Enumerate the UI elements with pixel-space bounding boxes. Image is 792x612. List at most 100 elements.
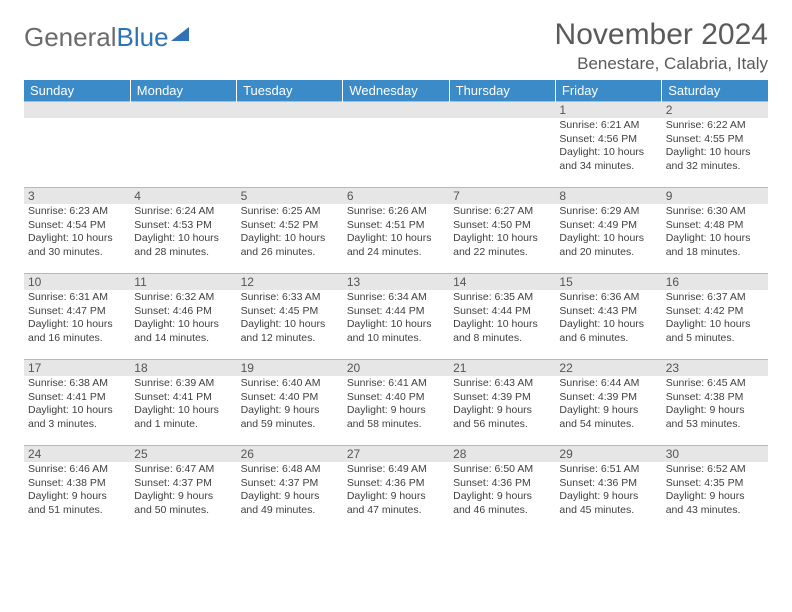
day-data: Sunrise: 6:22 AMSunset: 4:55 PMDaylight:… bbox=[662, 118, 768, 176]
day-number: 6 bbox=[343, 188, 449, 204]
calendar-cell: 30Sunrise: 6:52 AMSunset: 4:35 PMDayligh… bbox=[662, 446, 768, 532]
day-data: Sunrise: 6:36 AMSunset: 4:43 PMDaylight:… bbox=[555, 290, 661, 348]
day-number: 10 bbox=[24, 274, 130, 290]
day-number: 14 bbox=[449, 274, 555, 290]
calendar-cell: 23Sunrise: 6:45 AMSunset: 4:38 PMDayligh… bbox=[662, 360, 768, 446]
day-data bbox=[24, 118, 130, 121]
day-data: Sunrise: 6:46 AMSunset: 4:38 PMDaylight:… bbox=[24, 462, 130, 520]
day-data: Sunrise: 6:48 AMSunset: 4:37 PMDaylight:… bbox=[237, 462, 343, 520]
day-number: 22 bbox=[555, 360, 661, 376]
day-number: 20 bbox=[343, 360, 449, 376]
day-data: Sunrise: 6:29 AMSunset: 4:49 PMDaylight:… bbox=[555, 204, 661, 262]
day-number bbox=[449, 102, 555, 118]
calendar-body: 1Sunrise: 6:21 AMSunset: 4:56 PMDaylight… bbox=[24, 102, 768, 532]
day-number bbox=[343, 102, 449, 118]
day-number: 15 bbox=[555, 274, 661, 290]
weekday-header: Sunday bbox=[24, 80, 130, 102]
day-data: Sunrise: 6:33 AMSunset: 4:45 PMDaylight:… bbox=[237, 290, 343, 348]
day-number: 17 bbox=[24, 360, 130, 376]
location-text: Benestare, Calabria, Italy bbox=[555, 54, 768, 74]
day-number: 11 bbox=[130, 274, 236, 290]
calendar-cell: 3Sunrise: 6:23 AMSunset: 4:54 PMDaylight… bbox=[24, 188, 130, 274]
calendar-cell bbox=[24, 102, 130, 188]
day-number: 29 bbox=[555, 446, 661, 462]
weekday-header: Monday bbox=[130, 80, 236, 102]
day-data: Sunrise: 6:43 AMSunset: 4:39 PMDaylight:… bbox=[449, 376, 555, 434]
calendar-cell: 10Sunrise: 6:31 AMSunset: 4:47 PMDayligh… bbox=[24, 274, 130, 360]
day-data bbox=[130, 118, 236, 121]
day-data: Sunrise: 6:27 AMSunset: 4:50 PMDaylight:… bbox=[449, 204, 555, 262]
calendar-cell: 28Sunrise: 6:50 AMSunset: 4:36 PMDayligh… bbox=[449, 446, 555, 532]
day-data: Sunrise: 6:25 AMSunset: 4:52 PMDaylight:… bbox=[237, 204, 343, 262]
calendar-cell: 20Sunrise: 6:41 AMSunset: 4:40 PMDayligh… bbox=[343, 360, 449, 446]
calendar-cell: 8Sunrise: 6:29 AMSunset: 4:49 PMDaylight… bbox=[555, 188, 661, 274]
day-number: 23 bbox=[662, 360, 768, 376]
brand-part2: Blue bbox=[117, 22, 169, 53]
calendar-cell: 12Sunrise: 6:33 AMSunset: 4:45 PMDayligh… bbox=[237, 274, 343, 360]
calendar-row: 24Sunrise: 6:46 AMSunset: 4:38 PMDayligh… bbox=[24, 446, 768, 532]
day-number bbox=[24, 102, 130, 118]
day-number: 21 bbox=[449, 360, 555, 376]
day-number: 7 bbox=[449, 188, 555, 204]
day-data: Sunrise: 6:31 AMSunset: 4:47 PMDaylight:… bbox=[24, 290, 130, 348]
calendar-cell: 17Sunrise: 6:38 AMSunset: 4:41 PMDayligh… bbox=[24, 360, 130, 446]
calendar-cell: 26Sunrise: 6:48 AMSunset: 4:37 PMDayligh… bbox=[237, 446, 343, 532]
day-data: Sunrise: 6:32 AMSunset: 4:46 PMDaylight:… bbox=[130, 290, 236, 348]
day-number: 25 bbox=[130, 446, 236, 462]
calendar-cell: 19Sunrise: 6:40 AMSunset: 4:40 PMDayligh… bbox=[237, 360, 343, 446]
day-number: 27 bbox=[343, 446, 449, 462]
day-number: 1 bbox=[555, 102, 661, 118]
day-data: Sunrise: 6:51 AMSunset: 4:36 PMDaylight:… bbox=[555, 462, 661, 520]
day-number: 5 bbox=[237, 188, 343, 204]
day-data bbox=[343, 118, 449, 121]
calendar-cell: 18Sunrise: 6:39 AMSunset: 4:41 PMDayligh… bbox=[130, 360, 236, 446]
calendar-cell: 14Sunrise: 6:35 AMSunset: 4:44 PMDayligh… bbox=[449, 274, 555, 360]
day-number: 9 bbox=[662, 188, 768, 204]
day-number: 28 bbox=[449, 446, 555, 462]
day-data: Sunrise: 6:26 AMSunset: 4:51 PMDaylight:… bbox=[343, 204, 449, 262]
day-number: 8 bbox=[555, 188, 661, 204]
day-data: Sunrise: 6:37 AMSunset: 4:42 PMDaylight:… bbox=[662, 290, 768, 348]
calendar-cell: 22Sunrise: 6:44 AMSunset: 4:39 PMDayligh… bbox=[555, 360, 661, 446]
day-data: Sunrise: 6:50 AMSunset: 4:36 PMDaylight:… bbox=[449, 462, 555, 520]
day-number: 12 bbox=[237, 274, 343, 290]
day-number: 19 bbox=[237, 360, 343, 376]
calendar-cell: 6Sunrise: 6:26 AMSunset: 4:51 PMDaylight… bbox=[343, 188, 449, 274]
brand-logo: GeneralBlue bbox=[24, 18, 189, 53]
calendar-cell: 5Sunrise: 6:25 AMSunset: 4:52 PMDaylight… bbox=[237, 188, 343, 274]
day-data: Sunrise: 6:45 AMSunset: 4:38 PMDaylight:… bbox=[662, 376, 768, 434]
calendar-cell: 2Sunrise: 6:22 AMSunset: 4:55 PMDaylight… bbox=[662, 102, 768, 188]
day-data: Sunrise: 6:34 AMSunset: 4:44 PMDaylight:… bbox=[343, 290, 449, 348]
day-data: Sunrise: 6:23 AMSunset: 4:54 PMDaylight:… bbox=[24, 204, 130, 262]
calendar-cell: 27Sunrise: 6:49 AMSunset: 4:36 PMDayligh… bbox=[343, 446, 449, 532]
day-number: 18 bbox=[130, 360, 236, 376]
calendar-table: SundayMondayTuesdayWednesdayThursdayFrid… bbox=[24, 80, 768, 532]
calendar-cell: 1Sunrise: 6:21 AMSunset: 4:56 PMDaylight… bbox=[555, 102, 661, 188]
weekday-header: Friday bbox=[555, 80, 661, 102]
month-title: November 2024 bbox=[555, 18, 768, 52]
calendar-cell: 4Sunrise: 6:24 AMSunset: 4:53 PMDaylight… bbox=[130, 188, 236, 274]
day-number: 13 bbox=[343, 274, 449, 290]
calendar-cell: 16Sunrise: 6:37 AMSunset: 4:42 PMDayligh… bbox=[662, 274, 768, 360]
day-number: 24 bbox=[24, 446, 130, 462]
day-number bbox=[237, 102, 343, 118]
day-data: Sunrise: 6:44 AMSunset: 4:39 PMDaylight:… bbox=[555, 376, 661, 434]
day-data: Sunrise: 6:52 AMSunset: 4:35 PMDaylight:… bbox=[662, 462, 768, 520]
day-number: 26 bbox=[237, 446, 343, 462]
calendar-cell: 21Sunrise: 6:43 AMSunset: 4:39 PMDayligh… bbox=[449, 360, 555, 446]
day-number: 30 bbox=[662, 446, 768, 462]
day-number bbox=[130, 102, 236, 118]
weekday-header: Thursday bbox=[449, 80, 555, 102]
day-data bbox=[237, 118, 343, 121]
calendar-cell: 13Sunrise: 6:34 AMSunset: 4:44 PMDayligh… bbox=[343, 274, 449, 360]
calendar-cell bbox=[449, 102, 555, 188]
calendar-cell bbox=[237, 102, 343, 188]
day-number: 3 bbox=[24, 188, 130, 204]
weekday-header-row: SundayMondayTuesdayWednesdayThursdayFrid… bbox=[24, 80, 768, 102]
day-number: 2 bbox=[662, 102, 768, 118]
day-data: Sunrise: 6:38 AMSunset: 4:41 PMDaylight:… bbox=[24, 376, 130, 434]
day-data: Sunrise: 6:35 AMSunset: 4:44 PMDaylight:… bbox=[449, 290, 555, 348]
calendar-row: 10Sunrise: 6:31 AMSunset: 4:47 PMDayligh… bbox=[24, 274, 768, 360]
calendar-row: 17Sunrise: 6:38 AMSunset: 4:41 PMDayligh… bbox=[24, 360, 768, 446]
day-data: Sunrise: 6:41 AMSunset: 4:40 PMDaylight:… bbox=[343, 376, 449, 434]
